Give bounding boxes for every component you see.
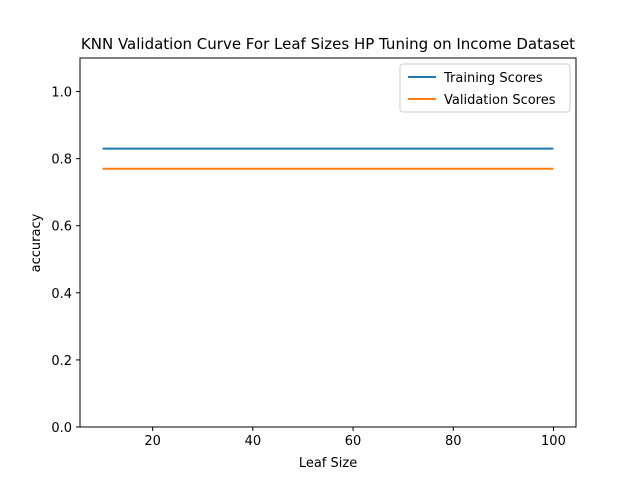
x-tick-label: 80: [445, 434, 462, 449]
chart-title: KNN Validation Curve For Leaf Sizes HP T…: [81, 35, 575, 53]
x-tick-label: 40: [245, 434, 262, 449]
y-tick-label: 1.0: [51, 86, 72, 101]
series-lines: [102, 147, 554, 170]
legend-label-1: Training Scores: [443, 71, 543, 86]
y-tick-label: 0.8: [51, 153, 72, 168]
x-tick-label: 60: [345, 434, 362, 449]
x-axis-label: Leaf Size: [299, 456, 357, 471]
y-tick-label: 0.4: [51, 287, 72, 302]
legend-box: [399, 63, 571, 113]
plot-area: [79, 57, 577, 428]
legend-label-2: Validation Scores: [444, 93, 556, 108]
x-tick-label: 100: [541, 434, 566, 449]
y-tick-label: 0.2: [51, 354, 72, 369]
y-tick-label: 0.6: [51, 220, 72, 235]
legend: Training Scores Validation Scores: [399, 63, 571, 113]
x-axis-ticks: 20 40 60 80 100: [144, 427, 566, 449]
y-tick-label: 0.0: [51, 421, 72, 436]
plot-frame: [79, 57, 577, 428]
y-axis-label: accuracy: [29, 213, 44, 272]
y-axis-ticks: 0.0 0.2 0.4 0.6 0.8 1.0: [51, 86, 80, 436]
x-tick-label: 20: [144, 434, 161, 449]
